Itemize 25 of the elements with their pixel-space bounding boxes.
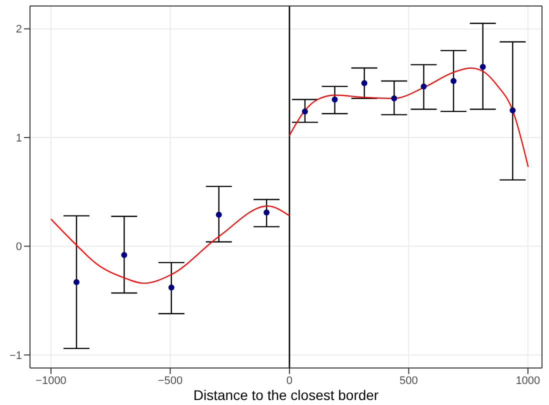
- y-tick-label: 0: [16, 241, 22, 254]
- point: [216, 212, 222, 218]
- x-tick-label: 0: [286, 374, 293, 387]
- x-tick-label: 500: [400, 374, 418, 387]
- line-series: [50, 205, 290, 284]
- point: [391, 95, 398, 102]
- x-tick-label: −1000: [36, 374, 66, 387]
- point: [420, 83, 427, 90]
- point: [510, 107, 516, 114]
- x-tick-label: −500: [158, 374, 183, 387]
- point: [264, 210, 270, 216]
- y-tick-label: −1: [9, 350, 22, 362]
- y-tick-label: 2: [16, 24, 22, 36]
- point: [361, 80, 368, 86]
- x-axis-title: Distance to the closest border: [193, 387, 379, 403]
- point: [74, 279, 80, 286]
- x-tick-label: 1000: [516, 374, 540, 387]
- point: [302, 108, 308, 114]
- point: [332, 96, 338, 102]
- point: [168, 284, 174, 291]
- line-series: [288, 67, 529, 168]
- y-tick-label: 1: [16, 132, 22, 144]
- point: [121, 252, 128, 258]
- point: [450, 78, 457, 84]
- point: [480, 64, 486, 70]
